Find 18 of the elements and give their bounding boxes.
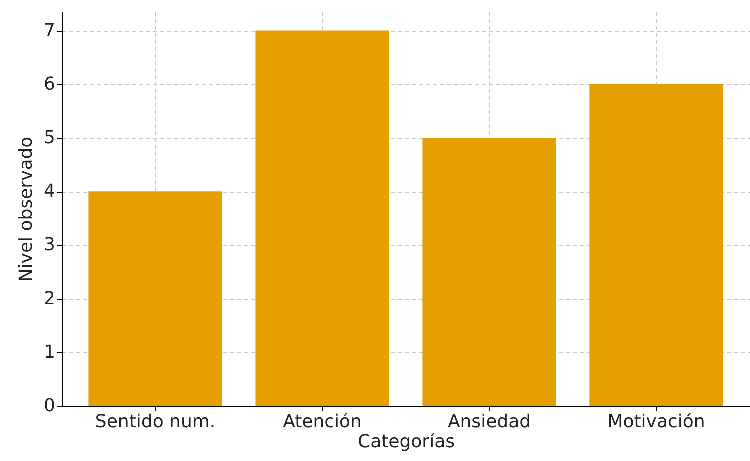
y-tick-label: 5 <box>44 127 56 148</box>
x-axis-title: Categorías <box>358 432 455 452</box>
x-tick-label: Sentido num. <box>95 412 216 432</box>
x-tick-label: Motivación <box>608 412 706 432</box>
y-tick-label: 7 <box>44 20 56 42</box>
y-axis-title: Nivel observado <box>16 136 38 282</box>
y-tick-label: 4 <box>44 181 56 202</box>
bar <box>590 84 724 406</box>
x-tick-label: Atención <box>283 412 362 432</box>
bar <box>256 30 390 406</box>
y-tick-label: 3 <box>44 234 56 256</box>
x-tick-label: Ansiedad <box>448 412 532 432</box>
bar <box>88 192 222 406</box>
y-tick-label: 6 <box>44 74 56 95</box>
bar <box>422 138 556 406</box>
y-tick-label: 1 <box>44 342 56 363</box>
y-tick-label: 0 <box>44 396 56 416</box>
y-tick-label: 2 <box>44 288 56 310</box>
